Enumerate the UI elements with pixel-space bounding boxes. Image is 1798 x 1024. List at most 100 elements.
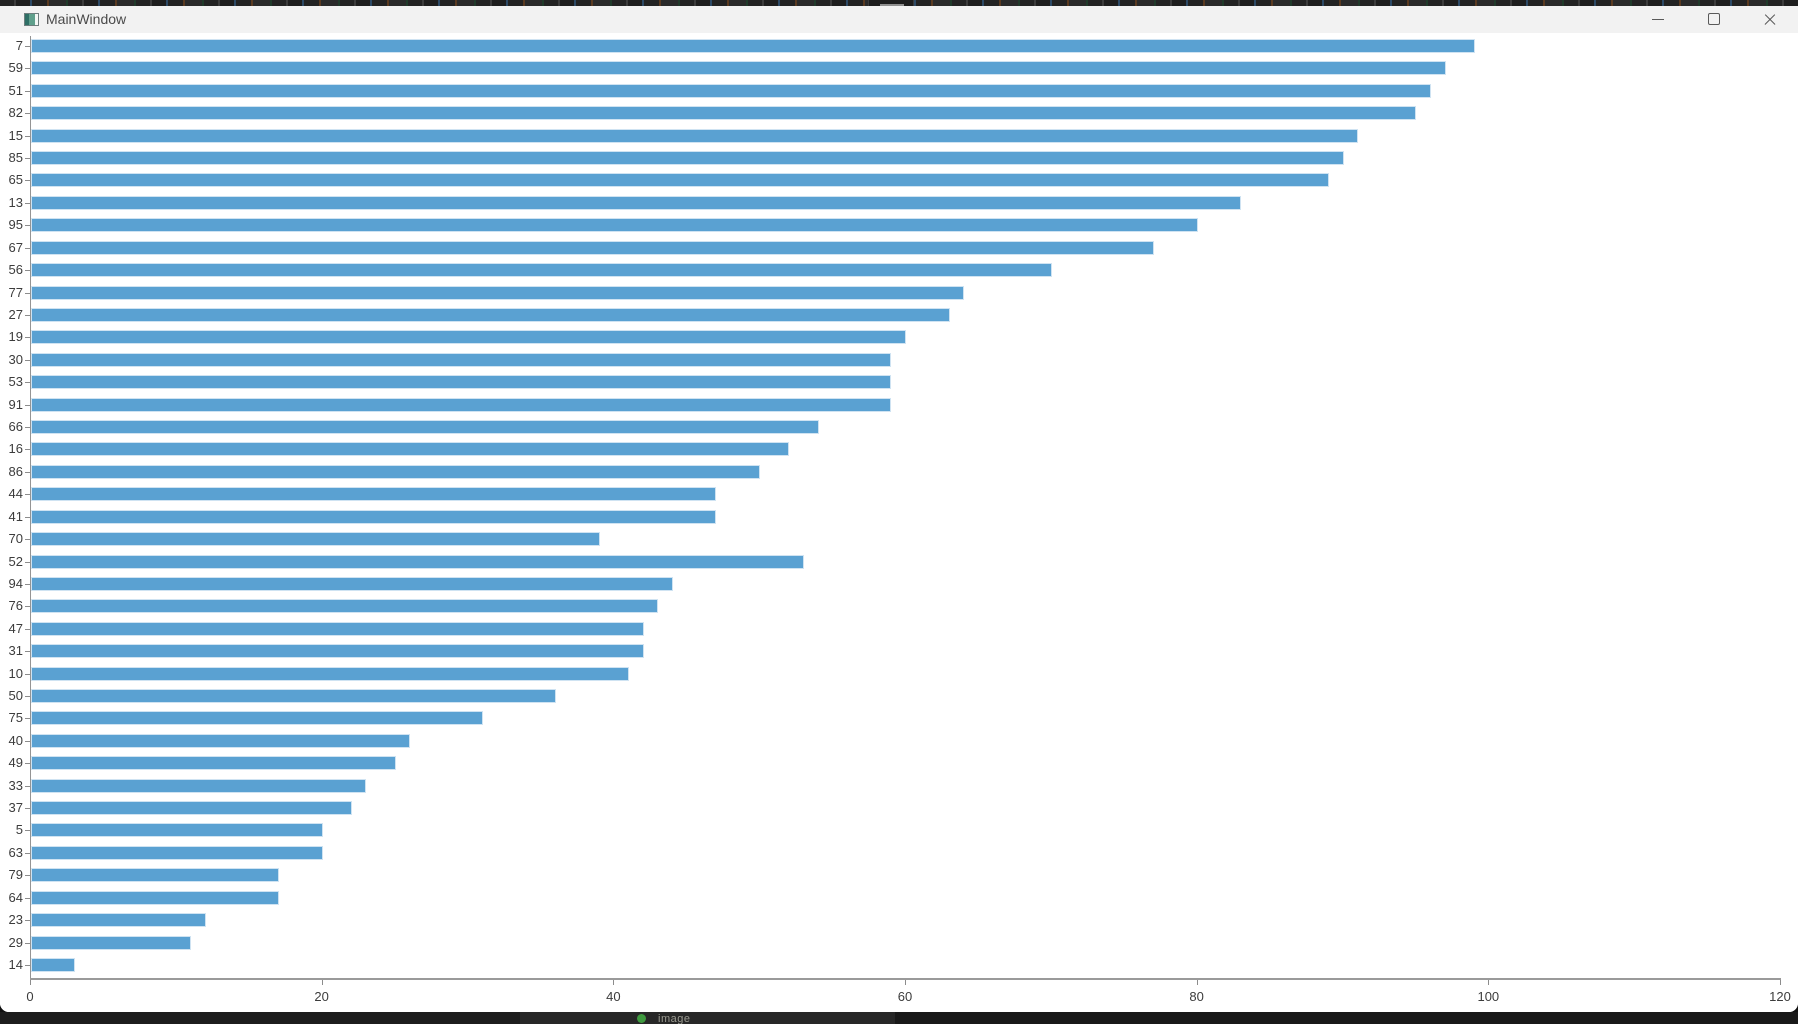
y-axis-tick [25,449,30,451]
y-axis-tick [25,494,30,496]
y-tick-label: 94 [8,575,23,591]
x-tick-label: 20 [314,989,329,1004]
bar [31,487,717,502]
bar [31,285,965,300]
bar [31,935,192,950]
bar [31,599,659,614]
y-axis-tick [25,561,30,563]
bar [31,397,892,412]
y-tick-label: 44 [8,486,23,502]
bar [31,801,352,816]
y-axis-tick [25,46,30,47]
y-tick-label: 70 [8,531,23,547]
y-axis-tick [25,785,30,787]
y-tick-label: 79 [8,867,23,883]
x-axis-line [30,978,1781,980]
bar [31,756,396,771]
y-axis-tick [25,718,30,720]
y-tick-label: 52 [8,553,23,569]
bar [31,307,950,322]
x-axis-tick [905,980,906,985]
y-tick-label: 5 [15,822,23,838]
y-tick-label: 77 [8,284,23,300]
y-tick-label: 13 [8,194,23,210]
y-tick-label: 59 [8,60,23,76]
y-axis-tick [25,337,30,339]
minimize-icon [1652,19,1664,21]
bar [31,61,1446,76]
y-axis-tick [25,606,30,608]
x-axis-tick [1780,980,1781,985]
y-tick-label: 14 [8,956,23,972]
y-axis-tick [25,920,30,922]
y-axis-tick [25,247,30,249]
bar [31,420,819,435]
bar [31,263,1052,278]
y-tick-label: 15 [8,127,23,143]
y-axis-tick [25,673,30,675]
y-tick-label: 53 [8,374,23,390]
maximize-button[interactable] [1686,6,1742,33]
bar [31,532,600,547]
x-axis-tick [30,980,31,985]
bar [31,330,906,345]
y-tick-label: 51 [8,82,23,98]
minimize-button[interactable] [1630,6,1686,33]
x-axis-tick [1196,980,1198,985]
y-axis-tick [25,225,30,227]
y-axis-tick [25,270,30,272]
y-tick-label: 47 [8,620,23,636]
y-axis-tick [25,583,30,585]
y-tick-label: 33 [8,777,23,793]
y-axis-tick [25,516,30,518]
y-tick-label: 37 [8,800,23,816]
taskbar-label-fragment: image [658,1013,691,1024]
y-tick-label: 76 [8,598,23,614]
main-window: MainWindow 7 59 51 82 15 85 65 13 95 67 56 77 27 19 30… [0,6,1798,1012]
bar [31,509,717,524]
taskbar[interactable]: image [0,1012,1798,1024]
bar [31,554,804,569]
y-tick-label: 10 [8,665,23,681]
bar [31,83,1431,98]
y-tick-label: 67 [8,239,23,255]
bar [31,195,1242,210]
y-axis-tick [25,292,30,294]
close-button[interactable] [1742,6,1798,33]
y-axis-tick [25,875,30,877]
y-tick-label: 49 [8,755,23,771]
y-tick-label: 30 [8,351,23,367]
y-axis-tick [25,471,30,473]
bar [31,778,367,793]
y-tick-label: 85 [8,150,23,166]
y-axis-tick [25,359,30,361]
x-axis-tick [1488,980,1490,985]
y-tick-label: 16 [8,441,23,457]
titlebar[interactable]: MainWindow [0,6,1798,33]
y-tick-label: 41 [8,508,23,524]
bar [31,151,1344,166]
app-window-icon [24,13,39,26]
bar [31,823,323,838]
y-axis-tick [25,135,30,137]
bar [31,733,411,748]
y-axis-line [30,36,31,979]
bar [31,173,1329,188]
bar [31,913,206,928]
y-tick-label: 50 [8,688,23,703]
y-tick-label: 56 [8,262,23,278]
y-axis-tick [25,763,30,765]
y-axis-tick [25,427,30,429]
taskbar-app-icon[interactable] [637,1014,646,1023]
bar [31,375,892,390]
y-axis-tick [25,113,30,115]
y-axis-tick [25,740,30,742]
bar [31,689,556,703]
y-tick-label: 91 [8,396,23,412]
bar [31,218,1198,233]
plot-area: 7 59 51 82 15 85 65 13 95 67 56 77 27 19 30 53 91 66 16 86 4… [0,33,1798,1012]
y-tick-label: 75 [8,710,23,726]
y-tick-label: 29 [8,934,23,950]
bar [31,890,279,905]
bar [31,666,629,681]
